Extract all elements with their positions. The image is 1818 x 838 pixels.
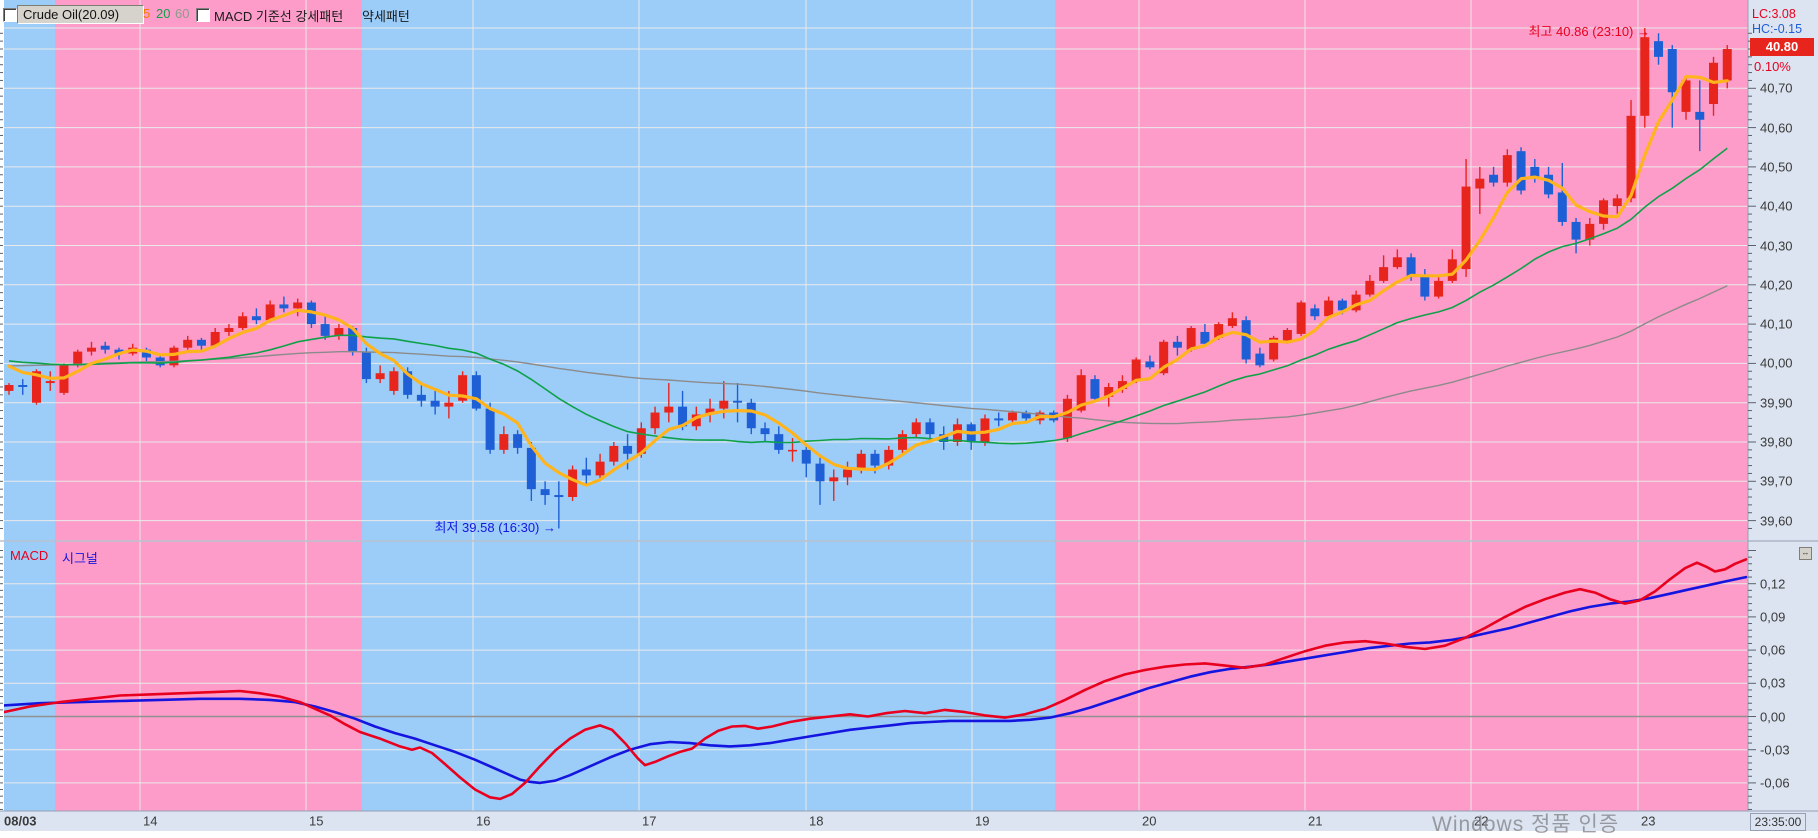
date-axis-label: 19 [975, 813, 990, 829]
chart-settings-checkbox[interactable] [3, 8, 17, 22]
header-bar: Crude Oil(20.09) 5 20 60 MACD 기준선 강세패턴 약… [0, 0, 1748, 28]
lc-value: LC:3.08 [1752, 7, 1796, 21]
date-axis-label: 17 [642, 813, 657, 829]
price-axis-label: 40,10 [1760, 316, 1793, 332]
macd-pane-resize-button[interactable]: ↔ [1799, 547, 1812, 560]
low-annotation: 최저 39.58 (16:30) → [434, 520, 556, 535]
price-axis-label: 40,30 [1760, 238, 1793, 253]
price-axis-label: 39,70 [1760, 473, 1793, 489]
macd-legend-label: MACD [10, 548, 49, 563]
indicator-title: MACD 기준선 강세패턴 [214, 9, 344, 24]
macd-axis-label: -0,06 [1760, 775, 1790, 791]
ma60-period-label: 60 [175, 6, 190, 21]
current-time-label: 23:35:00 [1750, 813, 1806, 831]
price-axis-label: 40,00 [1760, 355, 1793, 371]
current-price-box: 40.80 [1750, 38, 1814, 56]
price-axis-label: 40,60 [1760, 120, 1793, 136]
pattern-indicator-checkbox[interactable] [196, 8, 210, 22]
hc-value: HC:-0.15 [1752, 22, 1803, 36]
pattern-weak-label: 약세패턴 [362, 9, 410, 24]
windows-activation-watermark: Windows 정품 인증 [1432, 813, 1620, 836]
macd-axis-label: 0,00 [1760, 709, 1786, 724]
date-axis-label: 20 [1142, 813, 1157, 829]
date-axis-label: 23 [1641, 813, 1656, 829]
price-axis-label: 40,20 [1760, 277, 1793, 293]
high-annotation: 최고 40.86 (23:10) → [1528, 24, 1650, 39]
date-axis-label: 08/03 [4, 813, 37, 829]
symbol-label-box[interactable]: Crude Oil(20.09) [17, 5, 144, 24]
date-axis-label: 16 [476, 813, 491, 829]
signal-legend-label: 시그널 [62, 551, 98, 566]
date-axis-label: 22 [1474, 813, 1489, 829]
macd-axis-label: -0,03 [1760, 742, 1790, 758]
price-axis-label: 40,50 [1760, 159, 1793, 175]
macd-axis-label: 0,12 [1760, 576, 1786, 592]
change-percent: 0.10% [1754, 59, 1791, 74]
macd-axis-label: 0,03 [1760, 675, 1786, 691]
price-axis-label: 39,60 [1760, 513, 1793, 529]
macd-axis-label: 0,06 [1760, 642, 1786, 658]
price-axis-label: 39,80 [1760, 434, 1793, 450]
date-axis-label: 21 [1308, 813, 1323, 829]
ma5-period-label: 5 [143, 6, 151, 21]
macd-axis-label: 0,09 [1760, 609, 1786, 625]
price-axis-label: 39,90 [1760, 395, 1793, 411]
ma20-period-label: 20 [156, 6, 171, 21]
date-axis-label: 14 [143, 813, 158, 829]
date-axis-label: 15 [309, 813, 324, 829]
price-axis-label: 40,70 [1760, 80, 1793, 96]
date-axis-label: 18 [809, 813, 824, 829]
price-axis-label: 40,40 [1760, 198, 1793, 214]
